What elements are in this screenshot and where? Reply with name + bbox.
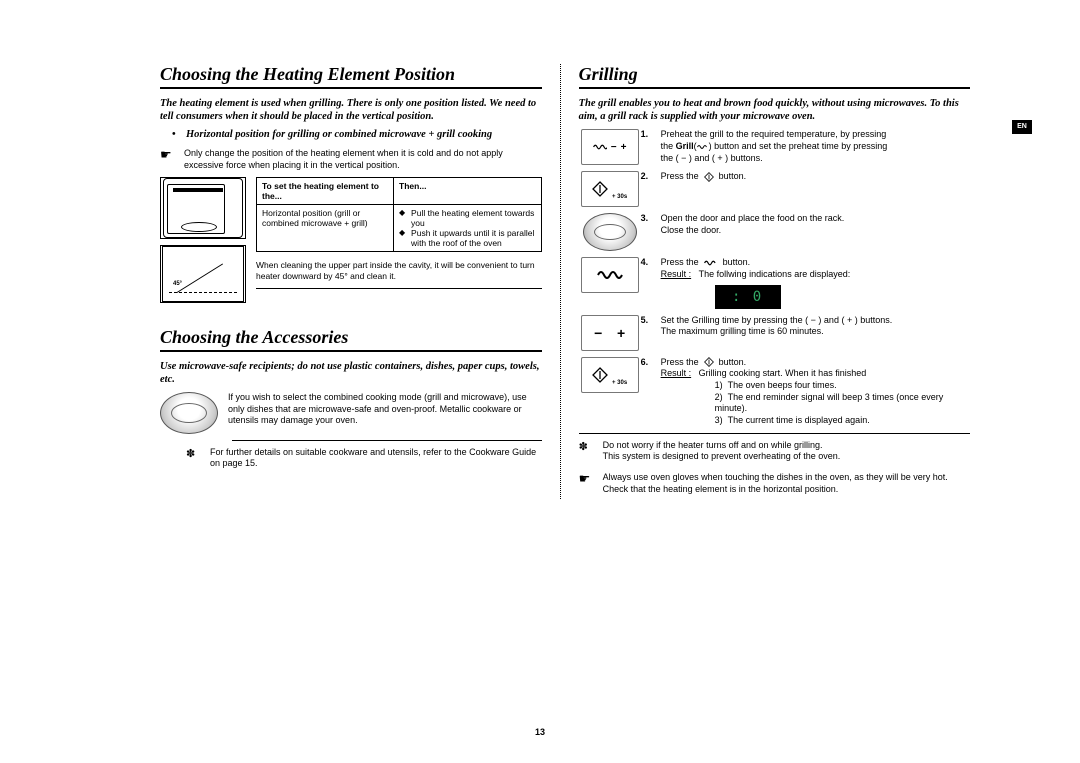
intro-heating: The heating element is used when grillin… bbox=[160, 97, 542, 123]
note-icon bbox=[579, 440, 603, 453]
pointing-hand-icon bbox=[160, 148, 184, 161]
heating-table: To set the heating element to the... The… bbox=[256, 177, 542, 252]
turntable-icon bbox=[583, 213, 637, 251]
step-number: 1. bbox=[641, 129, 661, 139]
step-6: + 30s 6. Press the button. Result : Gril… bbox=[579, 357, 970, 427]
step6-result: Grilling cooking start. When it has fini… bbox=[699, 368, 867, 378]
grill-button-panel-icon: −+ bbox=[581, 129, 639, 165]
result-item-3: The current time is displayed again. bbox=[728, 415, 870, 425]
section-title-grilling: Grilling bbox=[579, 64, 970, 89]
page-number: 13 bbox=[535, 727, 545, 737]
safety-note-1: Always use oven gloves when touching the… bbox=[603, 472, 948, 482]
step4-result: The follwing indications are displayed: bbox=[699, 269, 851, 279]
start-panel-icon: + 30s bbox=[581, 357, 639, 393]
step-1: −+ 1. Preheat the grill to the required … bbox=[579, 129, 970, 165]
safety-note: Always use oven gloves when touching the… bbox=[579, 472, 970, 495]
action-push: Push it upwards until it is parallel wit… bbox=[399, 228, 536, 248]
angle-diagram: 45° bbox=[160, 245, 246, 303]
reference-note: For further details on suitable cookware… bbox=[186, 447, 542, 470]
divider bbox=[232, 440, 542, 441]
angle-45-icon: 45° bbox=[162, 246, 244, 302]
right-column: Grilling The grill enables you to heat a… bbox=[560, 64, 970, 499]
heater-note: Do not worry if the heater turns off and… bbox=[579, 440, 970, 463]
step-number: 6. bbox=[641, 357, 661, 367]
result-label: Result : bbox=[661, 368, 692, 378]
turntable-icon bbox=[160, 392, 218, 434]
plus-30s-label: + 30s bbox=[612, 194, 627, 200]
divider bbox=[256, 288, 542, 289]
step-3: 3. Open the door and place the food on t… bbox=[579, 213, 970, 251]
step2-body: Press the button. bbox=[661, 171, 747, 183]
start-diamond-icon bbox=[592, 367, 608, 383]
step4-line1: Press the button. bbox=[661, 257, 751, 267]
microwave-icon bbox=[163, 178, 243, 238]
table-header-1: To set the heating element to the... bbox=[257, 178, 394, 205]
step6-line1: Press the button. bbox=[661, 357, 747, 367]
result-item-2: The end reminder signal will beep 3 time… bbox=[715, 392, 944, 414]
step-4: 4. Press the button. Result : The follwi… bbox=[579, 257, 970, 308]
intro-accessories: Use microwave-safe recipients; do not us… bbox=[160, 360, 542, 386]
oven-display: : 0 bbox=[715, 285, 781, 309]
table-header-2: Then... bbox=[394, 178, 541, 205]
step3-line2: Close the door. bbox=[661, 225, 722, 235]
step3-line1: Open the door and place the food on the … bbox=[661, 213, 845, 223]
microwave-diagram bbox=[160, 177, 246, 239]
table-cell-position: Horizontal position (grill or combined m… bbox=[257, 205, 394, 251]
step-number: 5. bbox=[641, 315, 661, 325]
section-title-heating: Choosing the Heating Element Position bbox=[160, 64, 542, 89]
start-panel-icon: + 30s bbox=[581, 171, 639, 207]
grill-panel-icon bbox=[581, 257, 639, 293]
step5-line2: The maximum grilling time is 60 minutes. bbox=[661, 326, 824, 336]
step5-line1: Set the Grilling time by pressing the ( … bbox=[661, 315, 893, 325]
result-item-1: The oven beeps four times. bbox=[728, 380, 837, 390]
pointing-hand-icon bbox=[579, 472, 603, 485]
reference-icon bbox=[186, 447, 210, 460]
language-badge: EN bbox=[1012, 120, 1032, 134]
minus-plus-panel-icon: − + bbox=[581, 315, 639, 351]
subbullet-heating: Horizontal position for grilling or comb… bbox=[186, 129, 542, 140]
step1-line1: Preheat the grill to the required temper… bbox=[661, 129, 887, 139]
safety-note-2: Check that the heating element is in the… bbox=[603, 484, 839, 494]
heater-note-1: Do not worry if the heater turns off and… bbox=[603, 440, 823, 450]
grill-wave-icon bbox=[597, 268, 623, 282]
manual-page: EN Choosing the Heating Element Position… bbox=[0, 0, 1080, 763]
step-number: 4. bbox=[641, 257, 661, 267]
step-2: + 30s 2. Press the button. bbox=[579, 171, 970, 207]
caution-text: Only change the position of the heating … bbox=[184, 148, 542, 171]
grill-wave-icon bbox=[593, 142, 607, 152]
step-number: 3. bbox=[641, 213, 661, 223]
plus-30s-label: + 30s bbox=[612, 380, 627, 386]
left-column: Choosing the Heating Element Position Th… bbox=[160, 64, 542, 499]
two-column-layout: Choosing the Heating Element Position Th… bbox=[160, 64, 970, 499]
caution-note: Only change the position of the heating … bbox=[160, 148, 542, 171]
accessories-body: If you wish to select the combined cooki… bbox=[228, 392, 542, 434]
step1-line2: the Grill() button and set the preheat t… bbox=[661, 141, 888, 151]
tray-image bbox=[160, 392, 218, 434]
section-title-accessories: Choosing the Accessories bbox=[160, 327, 542, 352]
table-cell-action: Pull the heating element towards you Pus… bbox=[394, 205, 541, 251]
divider bbox=[579, 433, 970, 434]
intro-grilling: The grill enables you to heat and brown … bbox=[579, 97, 970, 123]
heater-note-2: This system is designed to prevent overh… bbox=[603, 451, 841, 461]
result-label: Result : bbox=[661, 269, 692, 279]
cleaning-note: When cleaning the upper part inside the … bbox=[256, 260, 542, 282]
step1-line3: the ( − ) and ( + ) buttons. bbox=[661, 153, 763, 163]
start-diamond-icon bbox=[592, 181, 608, 197]
action-pull: Pull the heating element towards you bbox=[399, 208, 536, 228]
step-5: − + 5. Set the Grilling time by pressing… bbox=[579, 315, 970, 351]
step-number: 2. bbox=[641, 171, 661, 181]
reference-text: For further details on suitable cookware… bbox=[210, 447, 542, 470]
